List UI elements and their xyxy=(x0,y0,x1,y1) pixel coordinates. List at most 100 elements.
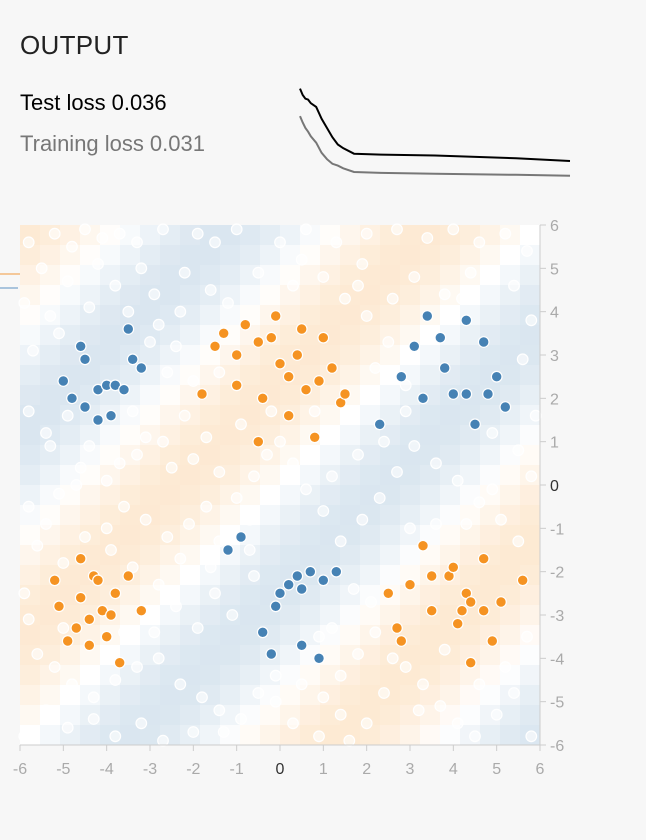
heatmap-cell xyxy=(440,445,461,466)
heatmap-cell xyxy=(360,325,381,346)
negative-point xyxy=(382,587,395,600)
heatmap-cell xyxy=(520,585,540,606)
heatmap-cell xyxy=(320,705,341,726)
test-point xyxy=(22,500,35,513)
heatmap-cell xyxy=(400,605,421,626)
test-point xyxy=(209,587,221,600)
heatmap-cell xyxy=(360,265,381,286)
positive-point xyxy=(313,652,325,665)
test-point xyxy=(373,492,386,504)
heatmap-cell xyxy=(480,725,501,745)
heatmap-cell xyxy=(60,505,81,526)
test-point xyxy=(191,227,204,240)
positive-point xyxy=(79,401,91,413)
heatmap-cell xyxy=(260,365,281,386)
positive-point xyxy=(282,578,295,591)
heatmap-cell xyxy=(420,405,441,426)
output-heading: OUTPUT xyxy=(20,30,129,60)
positive-point xyxy=(482,388,494,400)
test-point xyxy=(44,440,57,452)
heatmap-cell xyxy=(80,725,101,745)
negative-point xyxy=(282,409,295,422)
heatmap-cell xyxy=(280,505,301,526)
test-point xyxy=(360,310,373,322)
test-point xyxy=(22,613,35,626)
test-point xyxy=(317,271,330,283)
heatmap-cell xyxy=(340,425,361,446)
positive-point xyxy=(499,401,512,413)
heatmap-cell xyxy=(40,645,61,666)
heatmap-cell xyxy=(460,685,481,706)
test-point xyxy=(187,375,200,387)
heatmap-cell xyxy=(120,525,141,546)
negative-point xyxy=(109,587,122,600)
heatmap-cell xyxy=(80,645,101,666)
heatmap-cell xyxy=(40,545,61,566)
test-point xyxy=(74,461,87,474)
training-loss: Training loss 0.031 xyxy=(20,131,205,157)
test-point xyxy=(287,457,299,470)
heatmap-cell xyxy=(320,425,341,446)
heatmap-cell xyxy=(360,385,381,406)
x-tick-label: -1 xyxy=(230,761,244,778)
heatmap-cell xyxy=(160,685,181,706)
test-point xyxy=(61,275,74,288)
heatmap-cell xyxy=(260,725,281,745)
heatmap-cell xyxy=(20,245,41,266)
heatmap-cell xyxy=(460,325,481,346)
test-point xyxy=(300,483,312,496)
test-point xyxy=(265,405,278,418)
heatmap-cell xyxy=(420,625,441,646)
heatmap-cell xyxy=(160,625,181,646)
heatmap-cell xyxy=(460,245,481,266)
positive-point xyxy=(417,392,429,405)
heatmap-cell xyxy=(80,485,101,506)
heatmap-cell xyxy=(220,685,241,706)
negative-point xyxy=(300,383,312,396)
heatmap-cell xyxy=(220,245,241,266)
test-point xyxy=(157,223,169,236)
link-edge-orange xyxy=(0,273,20,275)
heatmap-cell xyxy=(180,385,201,406)
test-point xyxy=(139,513,152,526)
heatmap-cell xyxy=(280,665,301,686)
negative-point xyxy=(339,388,351,400)
heatmap-cell xyxy=(520,425,540,446)
y-tick-label: 5 xyxy=(550,261,559,278)
negative-point xyxy=(308,431,321,444)
heatmap-cell xyxy=(280,305,301,326)
heatmap-cell xyxy=(240,445,261,466)
negative-point xyxy=(252,336,265,348)
heatmap-cell xyxy=(20,625,41,646)
heatmap-cell xyxy=(60,225,81,246)
heatmap-cell xyxy=(220,465,241,486)
heatmap-cell xyxy=(460,525,481,546)
test-point xyxy=(525,314,538,327)
heatmap-cell xyxy=(440,665,461,686)
heatmap-cell xyxy=(280,625,301,646)
test-point xyxy=(131,661,143,673)
positive-point xyxy=(438,362,451,374)
heatmap-cell xyxy=(340,485,361,506)
test-point xyxy=(378,435,390,448)
test-point xyxy=(447,223,460,236)
positive-point xyxy=(460,314,473,327)
heatmap-cell xyxy=(500,605,521,626)
test-point xyxy=(486,483,499,496)
heatmap-cell xyxy=(320,645,341,666)
test-point xyxy=(152,318,165,331)
heatmap-cell xyxy=(80,285,101,306)
positive-point xyxy=(274,587,286,600)
heatmap-cell xyxy=(220,585,241,606)
heatmap-cell xyxy=(300,285,321,306)
heatmap-cell xyxy=(80,505,101,526)
heatmap-cell xyxy=(60,325,81,346)
heatmap-cell xyxy=(420,345,441,366)
heatmap-cell xyxy=(520,265,540,286)
test-point xyxy=(213,366,226,379)
test-point xyxy=(399,661,412,673)
heatmap-cell xyxy=(160,265,181,286)
x-tick-label: -3 xyxy=(143,761,157,778)
heatmap-cell xyxy=(440,725,461,745)
